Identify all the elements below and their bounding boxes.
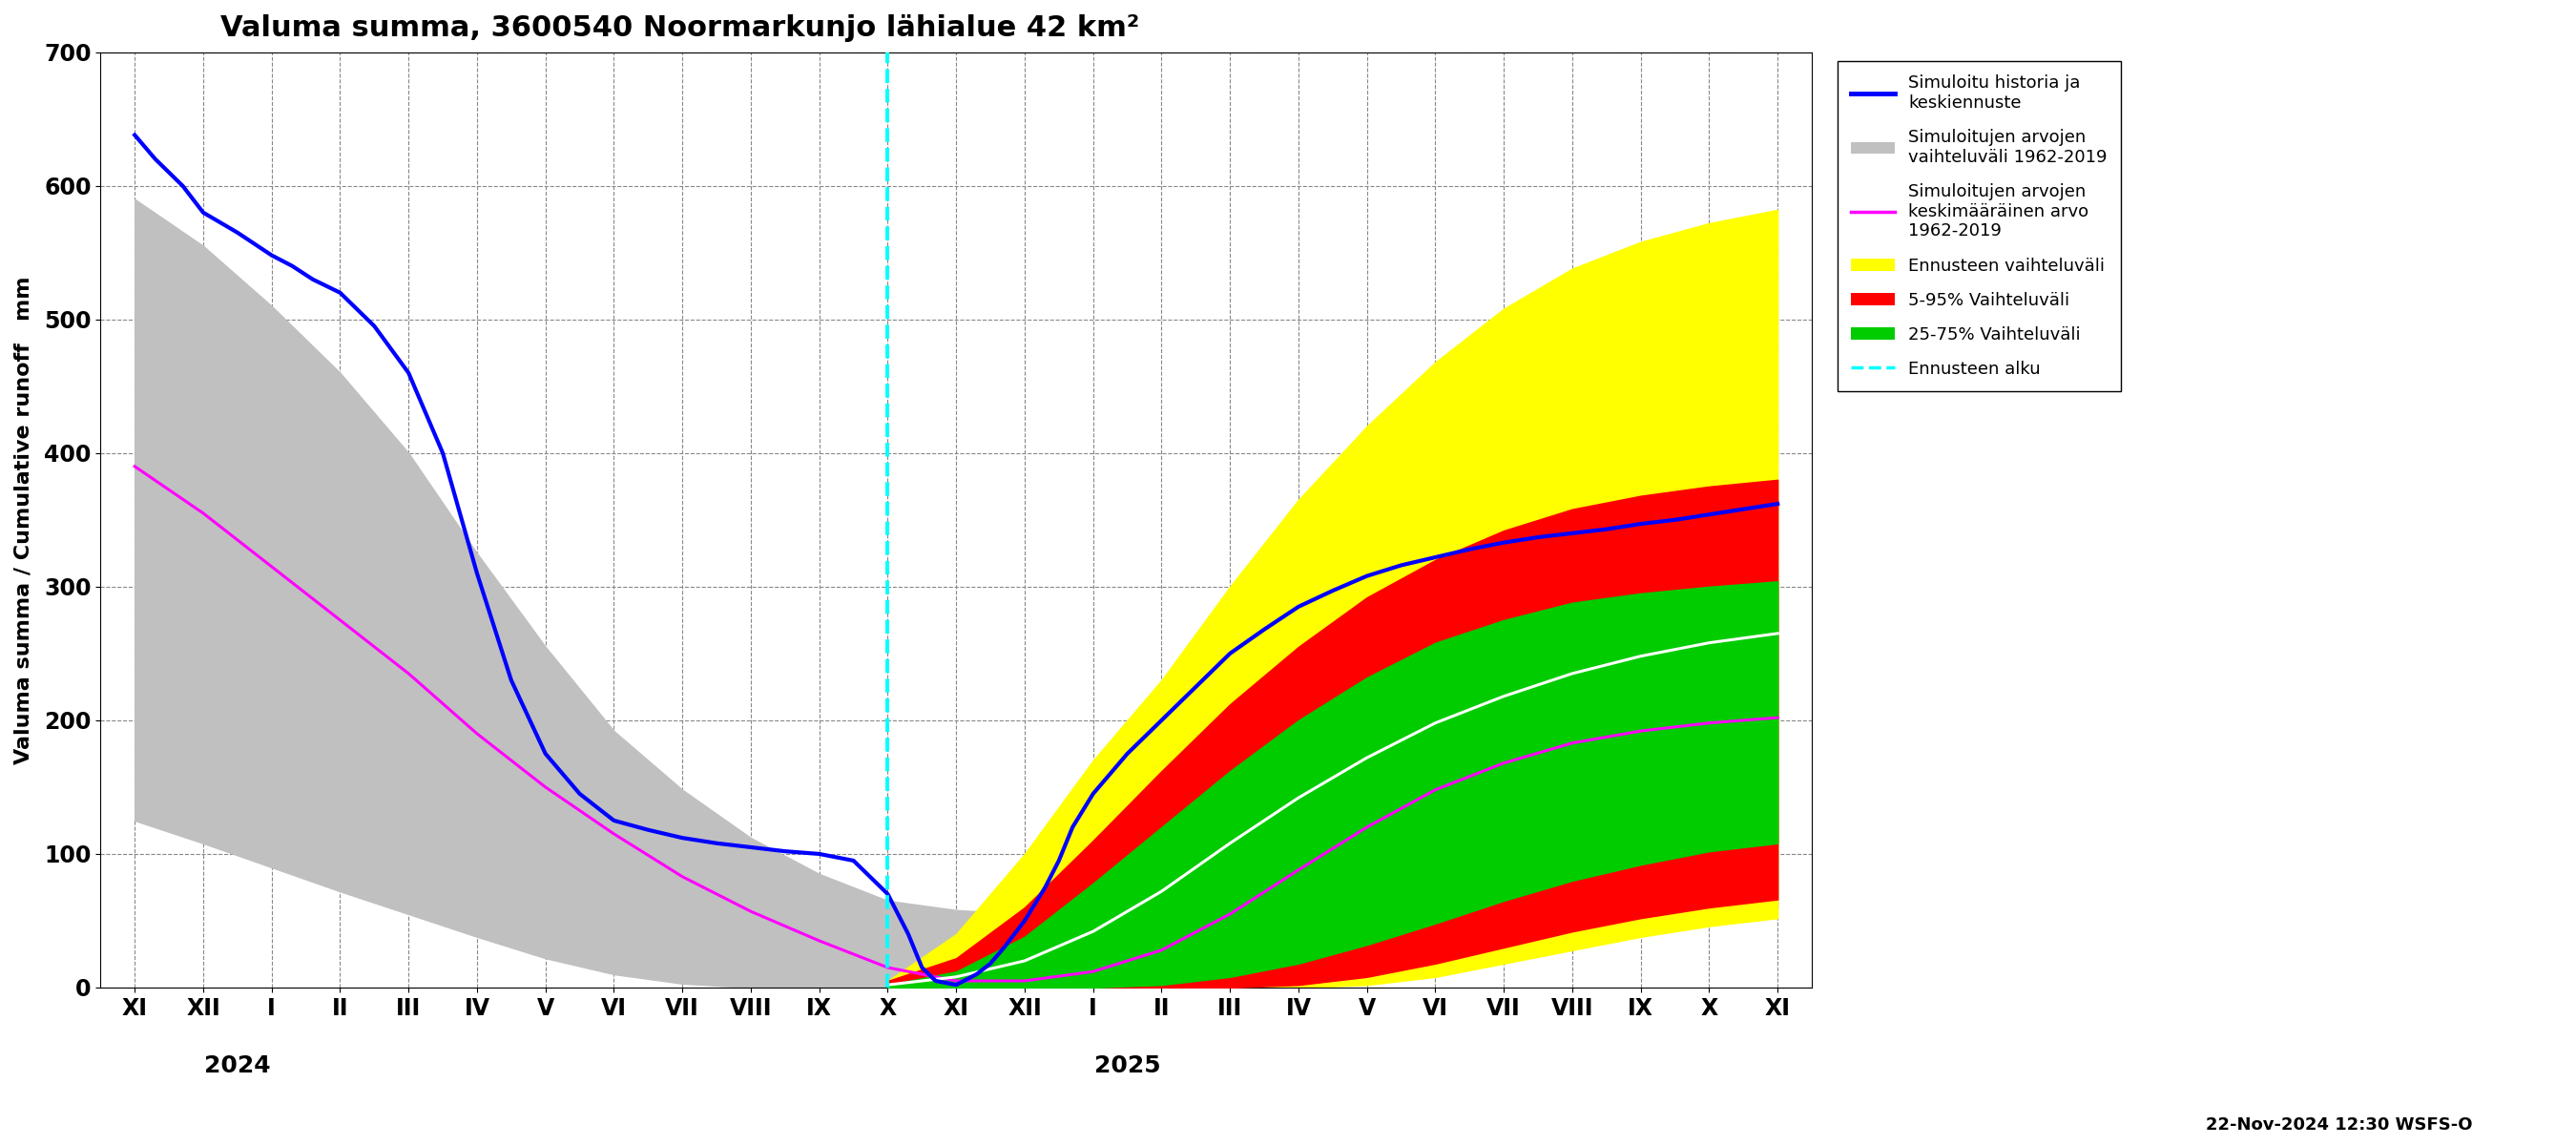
Text: 2024: 2024 — [204, 1055, 270, 1077]
Y-axis label: Valuma summa / Cumulative runoff   mm: Valuma summa / Cumulative runoff mm — [15, 276, 33, 764]
Text: Valuma summa, 3600540 Noormarkunjo lähialue 42 km²: Valuma summa, 3600540 Noormarkunjo lähia… — [222, 14, 1139, 42]
Text: 22-Nov-2024 12:30 WSFS-O: 22-Nov-2024 12:30 WSFS-O — [2205, 1116, 2473, 1134]
Text: 2025: 2025 — [1095, 1055, 1162, 1077]
Legend: Simuloitu historia ja
keskiennuste, Simuloitujen arvojen
vaihteluväli 1962-2019,: Simuloitu historia ja keskiennuste, Simu… — [1837, 61, 2120, 392]
